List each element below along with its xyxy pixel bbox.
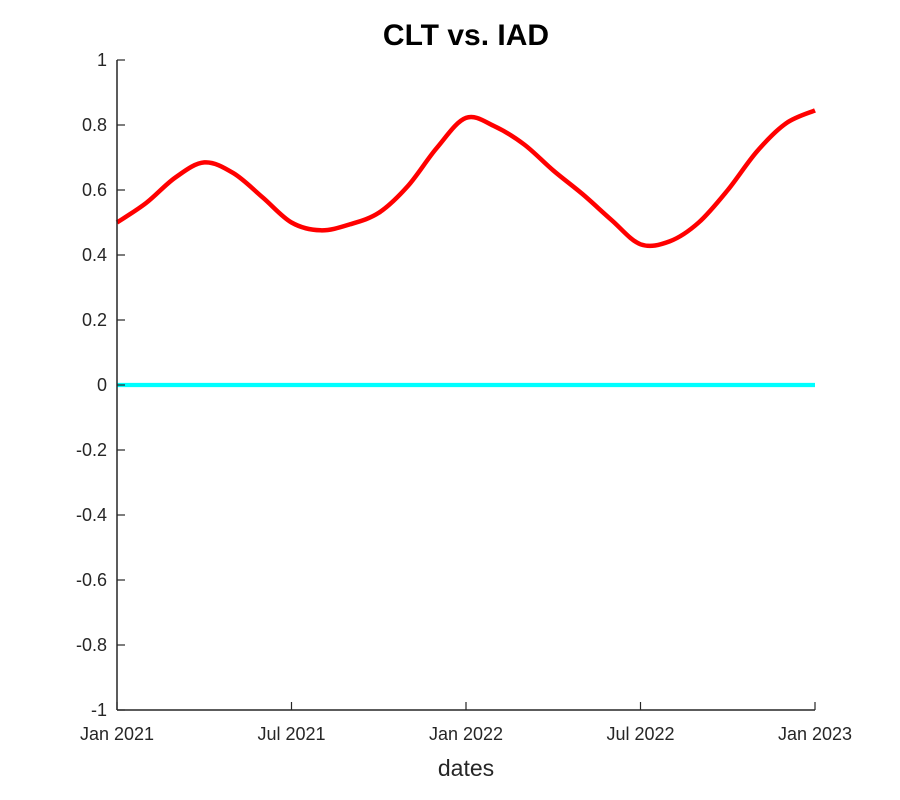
x-axis-tick-labels: Jan 2021 Jul 2021 Jan 2022 Jul 2022 Jan 2023 [80,724,852,744]
chart-title: CLT vs. IAD [383,19,549,52]
y-tick-label: 1 [97,50,107,70]
y-axis-ticks [117,59,125,711]
y-tick-label: -0.8 [76,635,107,655]
y-tick-label: 0.2 [82,310,107,330]
y-tick-label: -1 [91,700,107,720]
x-axis-ticks [116,702,816,710]
y-tick-label: -0.6 [76,570,107,590]
x-tick-label: Jul 2021 [257,724,325,744]
x-tick-label: Jan 2022 [429,724,503,744]
y-tick-label: -0.4 [76,505,107,525]
y-tick-label: -0.2 [76,440,107,460]
x-tick-label: Jul 2022 [606,724,674,744]
x-tick-label: Jan 2021 [80,724,154,744]
y-tick-label: 0.6 [82,180,107,200]
y-tick-label: 0.4 [82,245,107,265]
y-axis-tick-labels: -1 -0.8 -0.6 -0.4 -0.2 0 0.2 0.4 0.6 0.8 1 [76,50,107,720]
x-axis-label: dates [438,755,494,781]
y-tick-label: 0 [97,375,107,395]
y-tick-label: 0.8 [82,115,107,135]
red-curve-line [115,108,816,249]
plot-area [115,108,816,388]
x-tick-label: Jan 2023 [778,724,852,744]
